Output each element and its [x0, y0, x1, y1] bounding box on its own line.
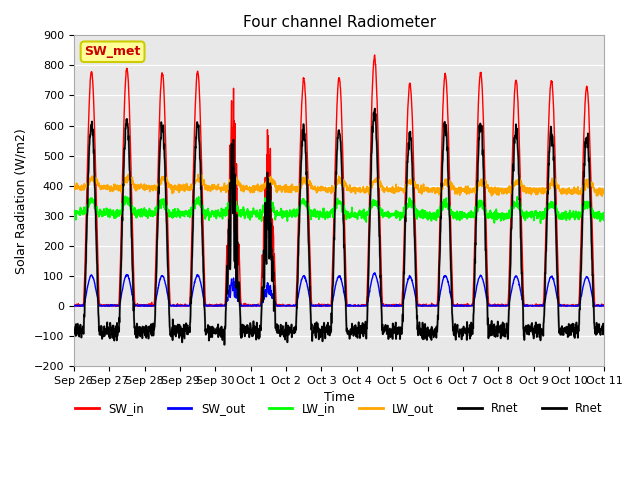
SW_out — [493, 302, 501, 308]
LW_out — [600, 188, 608, 194]
Rnet — [554, 294, 562, 300]
Rnet — [371, 106, 379, 111]
Rnet — [600, 327, 608, 333]
LW_in — [493, 212, 501, 217]
Rnet — [569, 328, 577, 334]
Rnet — [70, 326, 77, 332]
Rnet — [554, 294, 562, 300]
Rnet — [600, 327, 608, 333]
Rnet — [366, 211, 374, 216]
X-axis label: Time: Time — [324, 391, 355, 404]
SW_in — [218, 303, 226, 309]
SW_in — [600, 303, 608, 309]
SW_in — [70, 302, 77, 308]
SW_out — [600, 302, 608, 308]
Rnet — [221, 342, 228, 348]
SW_in — [70, 303, 78, 309]
SW_out — [70, 303, 77, 309]
Text: SW_met: SW_met — [84, 45, 141, 58]
LW_out — [493, 186, 501, 192]
Legend: SW_in, SW_out, LW_in, LW_out, Rnet, Rnet: SW_in, SW_out, LW_in, LW_out, Rnet, Rnet — [70, 397, 607, 420]
Rnet — [218, 326, 225, 332]
Line: SW_out: SW_out — [74, 273, 604, 306]
LW_in — [70, 209, 77, 215]
Rnet — [493, 334, 501, 339]
LW_in — [537, 220, 545, 226]
LW_out — [598, 193, 606, 199]
Rnet — [355, 330, 362, 336]
Rnet — [218, 326, 225, 332]
SW_out — [371, 270, 378, 276]
Rnet — [70, 326, 77, 332]
SW_in — [371, 52, 378, 58]
LW_in — [366, 203, 374, 209]
SW_in — [366, 173, 374, 179]
LW_in — [600, 213, 608, 219]
Rnet — [371, 106, 379, 111]
Rnet — [493, 334, 501, 339]
Rnet — [569, 328, 577, 334]
Rnet — [221, 342, 228, 348]
Line: LW_out: LW_out — [74, 174, 604, 196]
LW_out — [355, 187, 362, 193]
LW_in — [218, 212, 226, 218]
SW_in — [493, 302, 501, 308]
Title: Four channel Radiometer: Four channel Radiometer — [243, 15, 436, 30]
Rnet — [355, 330, 362, 336]
Line: Rnet: Rnet — [74, 108, 604, 345]
LW_in — [355, 212, 362, 218]
LW_out — [366, 182, 374, 188]
SW_out — [218, 302, 225, 308]
LW_out — [218, 186, 226, 192]
SW_in — [355, 303, 362, 309]
SW_in — [554, 268, 562, 274]
Y-axis label: Solar Radiation (W/m2): Solar Radiation (W/m2) — [15, 128, 28, 274]
Line: LW_in: LW_in — [74, 196, 604, 223]
LW_in — [122, 193, 129, 199]
SW_out — [366, 289, 374, 295]
SW_in — [569, 303, 577, 309]
LW_in — [569, 214, 577, 219]
LW_out — [569, 191, 577, 197]
Line: SW_in: SW_in — [74, 55, 604, 306]
LW_in — [554, 210, 562, 216]
Rnet — [366, 211, 374, 216]
LW_out — [125, 171, 132, 177]
Line: Rnet: Rnet — [74, 108, 604, 345]
SW_out — [355, 303, 362, 309]
LW_out — [554, 184, 561, 190]
SW_out — [569, 303, 577, 309]
LW_out — [70, 184, 77, 190]
SW_out — [554, 298, 561, 303]
